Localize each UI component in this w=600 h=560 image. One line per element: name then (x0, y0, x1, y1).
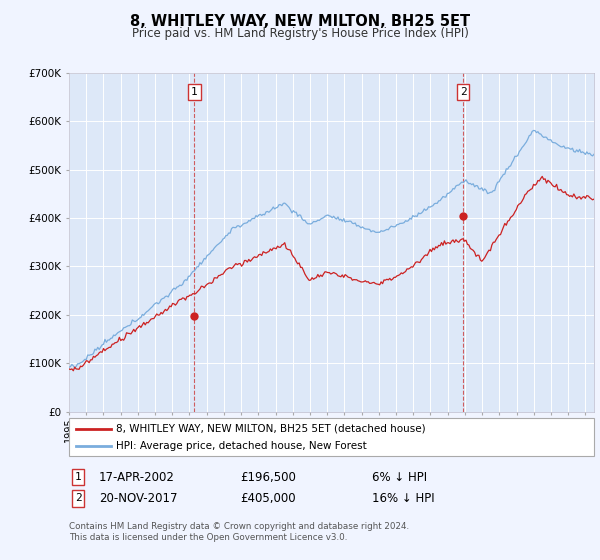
Text: 2: 2 (460, 87, 466, 97)
Text: 16% ↓ HPI: 16% ↓ HPI (372, 492, 434, 505)
Text: 17-APR-2002: 17-APR-2002 (99, 470, 175, 484)
Text: £196,500: £196,500 (240, 470, 296, 484)
Text: Price paid vs. HM Land Registry's House Price Index (HPI): Price paid vs. HM Land Registry's House … (131, 27, 469, 40)
Text: Contains HM Land Registry data © Crown copyright and database right 2024.: Contains HM Land Registry data © Crown c… (69, 522, 409, 531)
Text: £405,000: £405,000 (240, 492, 296, 505)
Text: 2: 2 (74, 493, 82, 503)
Text: 8, WHITLEY WAY, NEW MILTON, BH25 5ET (detached house): 8, WHITLEY WAY, NEW MILTON, BH25 5ET (de… (116, 424, 425, 434)
Text: 6% ↓ HPI: 6% ↓ HPI (372, 470, 427, 484)
Text: 1: 1 (74, 472, 82, 482)
Text: 20-NOV-2017: 20-NOV-2017 (99, 492, 178, 505)
Text: 1: 1 (191, 87, 198, 97)
Text: 8, WHITLEY WAY, NEW MILTON, BH25 5ET: 8, WHITLEY WAY, NEW MILTON, BH25 5ET (130, 14, 470, 29)
Text: This data is licensed under the Open Government Licence v3.0.: This data is licensed under the Open Gov… (69, 533, 347, 542)
Text: HPI: Average price, detached house, New Forest: HPI: Average price, detached house, New … (116, 441, 367, 451)
